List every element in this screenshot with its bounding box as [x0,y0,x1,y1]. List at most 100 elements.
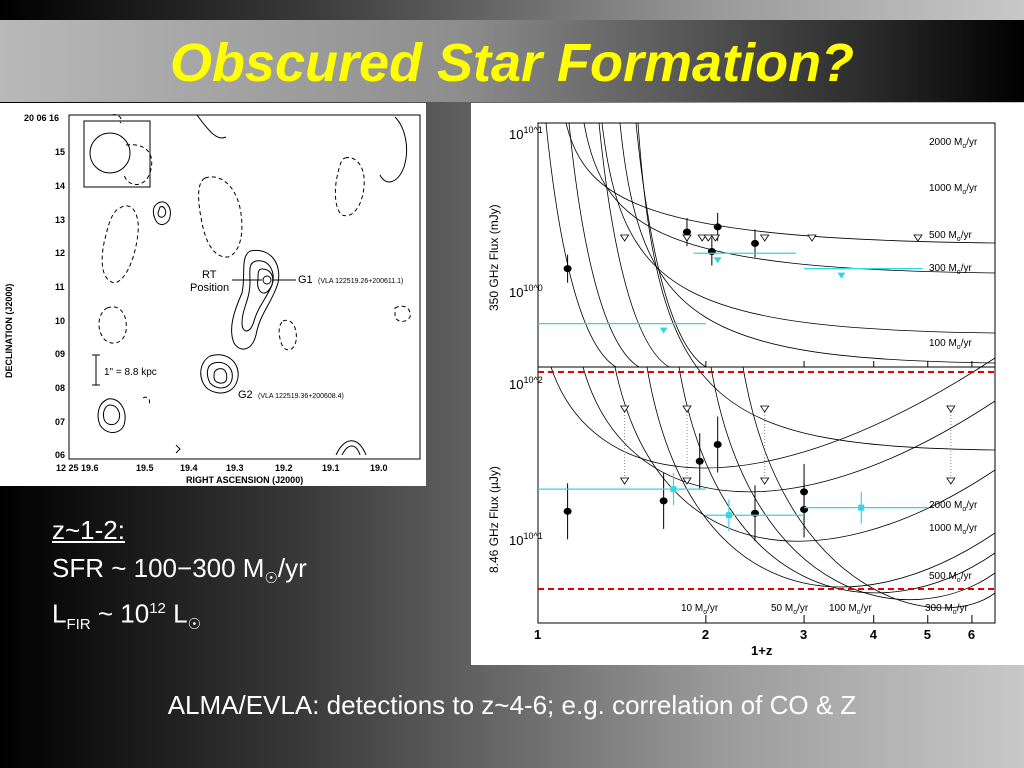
bottom-y-axis-label: 8.46 GHz Flux (µJy) [487,466,501,573]
flux-redshift-chart: 2000 Mo/yr 1000 Mo/yr 500 Mo/yr 300 Mo/yr 10… [487,122,996,658]
top-track-label: 2000 Mo/yr [929,137,978,150]
upper-limit-triangle [682,234,692,242]
upper-limit-triangle [759,234,770,242]
upper-limit-triangle [697,234,707,242]
track-unit-suffix: /yr [966,183,978,194]
top-ytick-exp: 10^1 [523,125,542,135]
ra-tick: 19.5 [136,463,154,473]
upper-limit-triangle [682,477,692,485]
bottom-track-label: 2000 Mo/yr [929,500,978,513]
lfir-sub: FIR [66,616,91,634]
lfir-l2: L [165,598,188,629]
track-unit-sub: o [957,269,961,276]
track-unit-suffix: /yr [957,603,969,614]
top-sfr-track [598,122,670,368]
g2-id: (VLA 122519.36+200608.4) [258,393,344,400]
g1-label: G1 [298,274,313,286]
track-unit-sub: o [957,344,961,351]
ra-tick: 12 25 19.6 [56,463,99,473]
dec-tick: 15 [55,147,65,157]
radio-contour-map: 20 06 16 15 14 13 12 11 10 09 08 07 06 1… [4,113,421,485]
track-unit-sub: o [703,609,707,616]
sfr-line: SFR ~ 100−300 M☉/yr [52,553,307,594]
track-unit-sub: o [962,189,966,196]
flux-redshift-plot-panel: 2000 Mo/yr 1000 Mo/yr 500 Mo/yr 300 Mo/yr 10… [471,103,1024,665]
ra-tick: 19.4 [180,463,198,473]
bottom-track-label: 500 Mo/yr [929,571,972,584]
detection-point [682,228,691,236]
detection-point [695,457,704,465]
upper-limit-triangle [807,234,817,242]
slide-title: Obscured Star Formation? [169,33,855,93]
track-unit-suffix: /yr [966,137,978,148]
ra-tick: 19.2 [275,463,293,473]
lfir-sup: 12 [149,600,166,618]
x-tick-label: 2 [702,627,709,642]
slide-caption: ALMA/EVLA: detections to z~4-6; e.g. cor… [167,690,857,720]
top-sfr-track [635,122,707,368]
x-tick-label: 3 [800,627,807,642]
top-panel-frame [537,122,996,368]
bottom-sfr-track [550,357,996,469]
radio-map-panel: 20 06 16 15 14 13 12 11 10 09 08 07 06 1… [0,103,426,486]
detection-point [563,507,572,515]
rt-position-label: Position [190,282,229,294]
track-unit-sub: o [957,236,961,243]
scale-label: 1" = 8.8 kpc [104,367,157,378]
detection-point [713,223,722,231]
dec-tick: 14 [55,181,65,191]
dec-tick: 13 [55,215,65,225]
cyan-upper-limit [659,327,668,334]
x-tick-label: 4 [870,627,878,642]
ra-tick: 19.0 [370,463,388,473]
track-unit-sub: o [793,609,797,616]
top-track-label: 500 Mo/yr [929,230,972,243]
track-unit-suffix: /yr [961,230,973,241]
bottom-ytick-exp: 10^1 [523,531,542,541]
bottom-track-label: 1000 Mo/yr [929,523,978,536]
upper-limit-triangle [913,234,923,242]
sun-symbol-2: ☉ [187,616,202,634]
upper-limit-triangle [710,234,721,242]
bottom-track-label: 100 Mo/yr [829,603,872,616]
track-unit-sub: o [962,529,966,536]
track-unit-suffix: /yr [797,603,809,614]
top-sfr-track [601,122,996,334]
x-tick-labels: 1 2 3 4 5 6 [534,361,975,642]
sfr-label: SFR ~ 100−300 M [52,553,265,583]
sfr-tracks: 2000 Mo/yr 1000 Mo/yr 500 Mo/yr 300 Mo/yr 10… [545,122,996,616]
upper-limit-triangle [619,234,630,242]
sun-symbol: ☉ [264,570,278,588]
notes-heading: z~1-2: [52,515,125,545]
track-unit-suffix: /yr [961,263,973,274]
top-track-label: 100 Mo/yr [929,338,972,351]
bottom-sfr-track [710,366,996,600]
top-sfr-track [568,122,640,368]
detection-point [713,441,722,449]
top-sfr-track [583,122,996,274]
rt-label: RT [202,269,217,281]
top-track-label: 300 Mo/yr [929,263,972,276]
bottom-track-label: 10 Mo/yr [681,603,719,616]
top-sfr-track [619,122,996,364]
upper-limit-triangle [682,405,692,413]
detection-point [751,239,760,247]
data-marks [538,212,995,590]
track-unit-suffix: /yr [966,500,978,511]
cyan-point [670,486,677,493]
bottom-panel-frame [537,366,996,624]
bottom-sfr-track [742,366,996,609]
lfir-l: L [52,598,67,629]
dec-tick: 09 [55,349,65,359]
top-sfr-track [565,122,996,244]
upper-limit-triangle [619,405,630,413]
sfr-unit: /yr [277,553,307,583]
track-unit-sub: o [962,506,966,513]
top-track-label: 1000 Mo/yr [929,183,978,196]
dec-tick: 10 [55,316,65,326]
x-axis-label: 1+z [751,643,773,658]
bottom-track-label: 50 Mo/yr [771,603,809,616]
cyan-upper-limit [713,257,722,264]
upper-limit-triangle [703,234,714,242]
track-unit-sub: o [953,609,957,616]
